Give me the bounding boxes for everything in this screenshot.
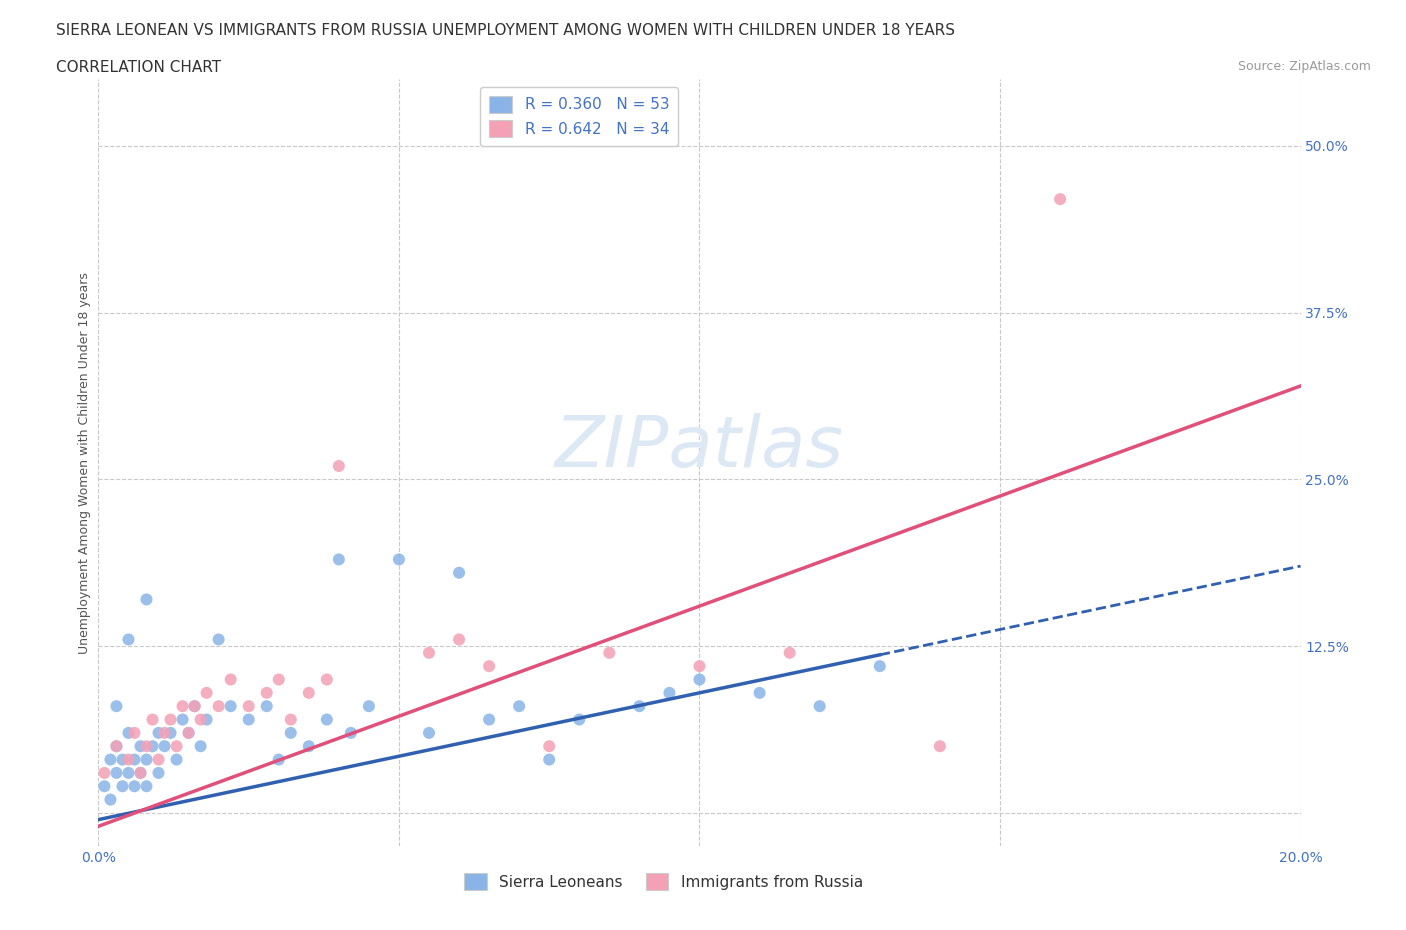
- Point: [172, 712, 194, 727]
- Point: [418, 645, 440, 660]
- Point: [124, 752, 146, 767]
- Point: [148, 725, 170, 740]
- Point: [478, 712, 501, 727]
- Point: [658, 685, 681, 700]
- Point: [124, 725, 146, 740]
- Point: [190, 738, 212, 753]
- Point: [195, 685, 218, 700]
- Point: [93, 765, 115, 780]
- Text: Source: ZipAtlas.com: Source: ZipAtlas.com: [1237, 60, 1371, 73]
- Point: [315, 712, 337, 727]
- Point: [238, 712, 260, 727]
- Point: [478, 658, 501, 673]
- Point: [117, 752, 139, 767]
- Point: [280, 725, 302, 740]
- Point: [688, 672, 710, 687]
- Point: [105, 738, 128, 753]
- Point: [328, 552, 350, 567]
- Point: [808, 698, 831, 713]
- Point: [183, 698, 205, 713]
- Point: [748, 685, 770, 700]
- Point: [153, 725, 176, 740]
- Point: [172, 698, 194, 713]
- Point: [166, 752, 188, 767]
- Point: [357, 698, 380, 713]
- Point: [148, 752, 170, 767]
- Point: [135, 738, 157, 753]
- Point: [447, 632, 470, 647]
- Text: CORRELATION CHART: CORRELATION CHART: [56, 60, 221, 75]
- Point: [129, 738, 152, 753]
- Point: [538, 738, 561, 753]
- Point: [111, 778, 134, 793]
- Point: [177, 725, 200, 740]
- Point: [183, 698, 205, 713]
- Point: [195, 712, 218, 727]
- Point: [298, 738, 321, 753]
- Point: [418, 725, 440, 740]
- Point: [148, 765, 170, 780]
- Point: [105, 765, 128, 780]
- Point: [129, 765, 152, 780]
- Point: [315, 672, 337, 687]
- Point: [141, 712, 163, 727]
- Point: [141, 738, 163, 753]
- Point: [117, 765, 139, 780]
- Legend: Sierra Leoneans, Immigrants from Russia: Sierra Leoneans, Immigrants from Russia: [458, 868, 869, 897]
- Point: [117, 725, 139, 740]
- Point: [267, 752, 290, 767]
- Point: [208, 632, 231, 647]
- Point: [256, 698, 278, 713]
- Point: [238, 698, 260, 713]
- Text: ZIPatlas: ZIPatlas: [555, 413, 844, 482]
- Point: [219, 672, 242, 687]
- Point: [628, 698, 651, 713]
- Point: [869, 658, 891, 673]
- Y-axis label: Unemployment Among Women with Children Under 18 years: Unemployment Among Women with Children U…: [79, 272, 91, 654]
- Point: [105, 738, 128, 753]
- Point: [100, 792, 122, 807]
- Point: [177, 725, 200, 740]
- Point: [208, 698, 231, 713]
- Point: [508, 698, 530, 713]
- Point: [93, 778, 115, 793]
- Point: [129, 765, 152, 780]
- Point: [105, 698, 128, 713]
- Point: [111, 752, 134, 767]
- Point: [124, 778, 146, 793]
- Point: [1049, 192, 1071, 206]
- Point: [328, 458, 350, 473]
- Point: [280, 712, 302, 727]
- Point: [100, 752, 122, 767]
- Point: [779, 645, 801, 660]
- Point: [153, 738, 176, 753]
- Point: [159, 712, 181, 727]
- Point: [598, 645, 620, 660]
- Point: [568, 712, 591, 727]
- Point: [388, 552, 411, 567]
- Text: SIERRA LEONEAN VS IMMIGRANTS FROM RUSSIA UNEMPLOYMENT AMONG WOMEN WITH CHILDREN : SIERRA LEONEAN VS IMMIGRANTS FROM RUSSIA…: [56, 23, 955, 38]
- Point: [135, 592, 157, 607]
- Point: [929, 738, 952, 753]
- Point: [159, 725, 181, 740]
- Point: [538, 752, 561, 767]
- Point: [219, 698, 242, 713]
- Point: [688, 658, 710, 673]
- Point: [267, 672, 290, 687]
- Point: [447, 565, 470, 580]
- Point: [135, 778, 157, 793]
- Point: [256, 685, 278, 700]
- Point: [166, 738, 188, 753]
- Point: [117, 632, 139, 647]
- Point: [135, 752, 157, 767]
- Point: [298, 685, 321, 700]
- Point: [340, 725, 363, 740]
- Point: [190, 712, 212, 727]
